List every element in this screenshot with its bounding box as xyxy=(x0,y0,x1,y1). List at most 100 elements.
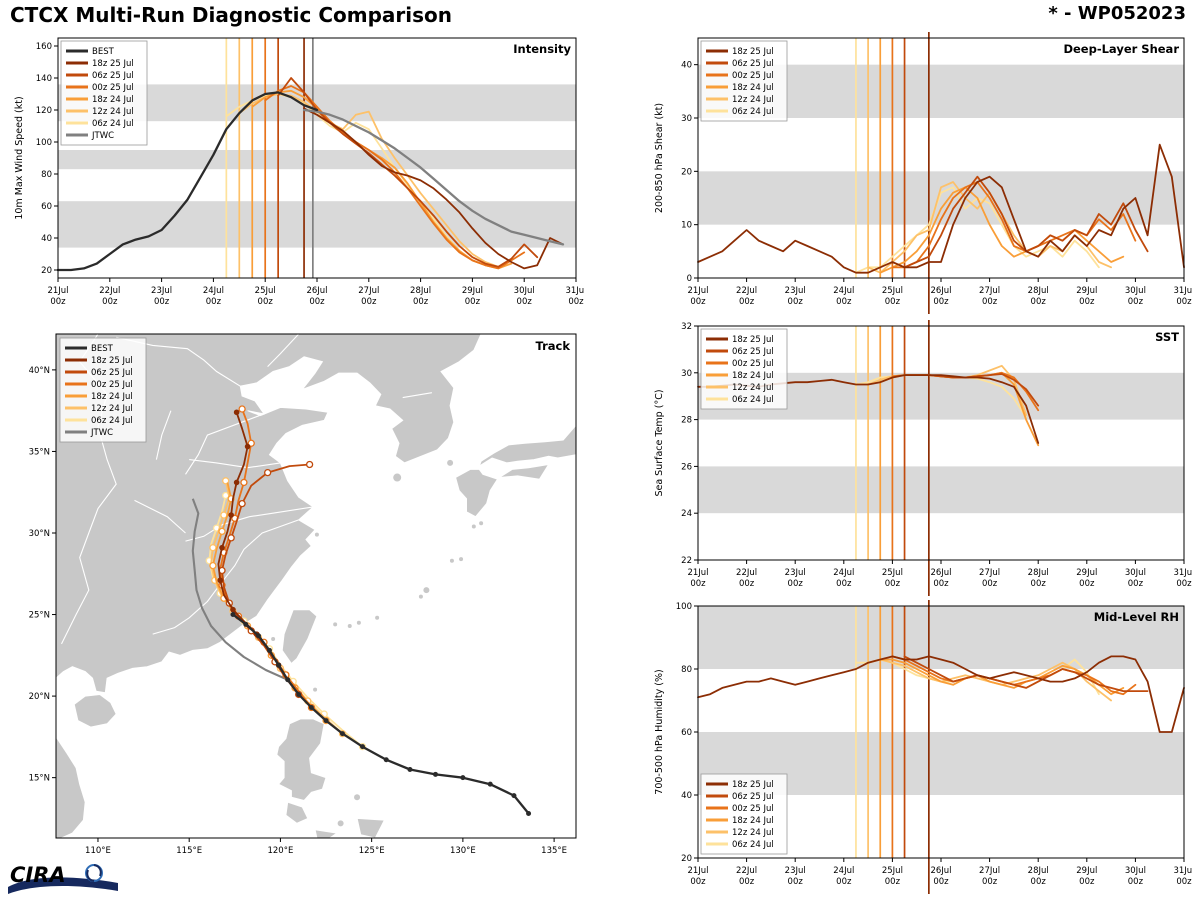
svg-text:115°E: 115°E xyxy=(176,846,202,856)
island xyxy=(314,532,319,537)
shear-panel: 0 10 20 30 40 21Jul 00z 22Jul 00z 23Jul 00z 24Jul 00… xyxy=(648,32,1195,314)
svg-text:18z 24 Jul: 18z 24 Jul xyxy=(91,392,133,402)
svg-text:21Jul: 21Jul xyxy=(687,568,708,578)
svg-text:06z 24 Jul: 06z 24 Jul xyxy=(91,416,133,426)
forecast-fix-marker xyxy=(219,544,225,551)
panel-title: Intensity xyxy=(513,42,571,56)
svg-text:30Jul: 30Jul xyxy=(1125,866,1146,876)
svg-text:31Jul: 31Jul xyxy=(1173,568,1192,578)
svg-text:29Jul: 29Jul xyxy=(462,286,483,296)
best-fix-marker xyxy=(323,718,329,724)
axes: 2040608010012014016021Jul00z22Jul00z23Ju… xyxy=(36,42,587,307)
svg-text:21Jul: 21Jul xyxy=(687,866,708,876)
panel-title: Track xyxy=(536,339,571,353)
y-axis-label: 200-850 hPa Shear (kt) xyxy=(654,103,665,213)
svg-text:26Jul: 26Jul xyxy=(930,866,951,876)
best-fix-marker xyxy=(360,744,366,750)
category-band xyxy=(698,466,1184,514)
forecast-fix-marker xyxy=(238,499,246,508)
svg-text:06z 25 Jul: 06z 25 Jul xyxy=(732,59,774,69)
svg-text:29Jul: 29Jul xyxy=(1076,286,1097,296)
svg-text:06z 24 Jul: 06z 24 Jul xyxy=(732,395,774,405)
logo-wave xyxy=(8,877,118,894)
track-JTWC xyxy=(191,498,289,681)
svg-text:18z 25 Jul: 18z 25 Jul xyxy=(92,59,134,69)
svg-text:20°N: 20°N xyxy=(29,692,50,702)
best-fix-marker xyxy=(407,766,413,772)
svg-text:00z: 00z xyxy=(690,877,706,887)
svg-text:24Jul: 24Jul xyxy=(833,286,854,296)
admin-border xyxy=(116,336,241,387)
legend: 18z 25 Jul 06z 25 Jul 00z 25 Jul 18z 24 Jul… xyxy=(700,328,788,410)
svg-text:00z: 00z xyxy=(361,297,377,307)
admin-border xyxy=(155,410,172,460)
best-fix-marker xyxy=(526,811,532,817)
svg-text:00z 25 Jul: 00z 25 Jul xyxy=(732,804,774,814)
svg-text:23Jul: 23Jul xyxy=(785,568,806,578)
track-BEST xyxy=(232,613,530,815)
landmass xyxy=(281,609,318,665)
forecast-fix-marker xyxy=(218,527,226,536)
svg-text:30Jul: 30Jul xyxy=(514,286,535,296)
svg-text:25Jul: 25Jul xyxy=(882,286,903,296)
legend: 18z 25 Jul 06z 25 Jul 00z 25 Jul 18z 24 Jul… xyxy=(700,773,788,855)
svg-text:80: 80 xyxy=(681,665,692,675)
sst-chart: 22242628303221Jul00z22Jul00z23Jul00z24Ju… xyxy=(654,320,1195,596)
island xyxy=(375,615,380,620)
landmass xyxy=(276,718,327,802)
svg-text:32: 32 xyxy=(681,322,692,332)
svg-text:25Jul: 25Jul xyxy=(882,568,903,578)
best-fix-marker xyxy=(230,612,236,618)
logo-text: CIRA xyxy=(10,863,66,887)
island xyxy=(459,557,464,562)
landmass xyxy=(314,829,339,838)
axes: 22242628303221Jul00z22Jul00z23Jul00z24Ju… xyxy=(681,322,1194,589)
svg-text:27Jul: 27Jul xyxy=(358,286,379,296)
island xyxy=(418,594,423,599)
svg-text:24: 24 xyxy=(681,509,692,519)
landmass xyxy=(356,817,386,838)
series-18z24 xyxy=(879,658,1125,696)
svg-text:120: 120 xyxy=(36,106,52,116)
landmass xyxy=(478,424,576,468)
best-fix-marker xyxy=(256,633,262,639)
rh-panel: 20 40 60 80 100 21Jul 00z 22Jul 00z 23Jul 00z 24Jul… xyxy=(648,600,1195,894)
forecast-fix-marker xyxy=(238,405,246,413)
intensity-chart: 2040608010012014016021Jul00z22Jul00z23Ju… xyxy=(14,37,587,307)
forecast-fix-marker xyxy=(227,534,235,542)
svg-text:00z: 00z xyxy=(933,877,949,887)
svg-text:31Jul: 31Jul xyxy=(565,286,584,296)
series-18z25 xyxy=(697,655,1185,733)
svg-text:00z: 00z xyxy=(517,297,533,307)
svg-text:00z: 00z xyxy=(568,297,584,307)
y-axis-label: 10m Max Wind Speed (kt) xyxy=(14,96,25,219)
admin-border xyxy=(189,459,281,469)
svg-text:24Jul: 24Jul xyxy=(833,866,854,876)
cira-logo: CIRA xyxy=(6,860,126,900)
svg-text:20: 20 xyxy=(681,854,692,864)
svg-text:40: 40 xyxy=(681,61,692,71)
svg-text:00z: 00z xyxy=(1031,297,1047,307)
forecast-fix-marker xyxy=(228,512,234,518)
svg-text:00z: 00z xyxy=(788,877,804,887)
svg-text:00z: 00z xyxy=(982,579,998,589)
svg-text:25°N: 25°N xyxy=(29,611,50,621)
best-fix-marker xyxy=(433,771,439,777)
track-map-panel: 110°E 115°E 120°E 125°E 130°E 135°E 15°N 20°N 25… xyxy=(8,328,584,866)
svg-text:160: 160 xyxy=(36,42,52,52)
best-fix-marker xyxy=(243,621,249,627)
panel-title: Mid-Level RH xyxy=(1094,610,1179,624)
svg-text:00z: 00z xyxy=(933,579,949,589)
svg-text:06z 25 Jul: 06z 25 Jul xyxy=(732,792,774,802)
y-axis-label: 700-500 hPa Humidity (%) xyxy=(654,669,665,794)
island xyxy=(271,637,276,642)
svg-text:00z 25 Jul: 00z 25 Jul xyxy=(91,380,133,390)
track-map: 110°E 115°E 120°E 125°E 130°E 135°E 15°N 20°N 25… xyxy=(29,333,577,856)
series-JTWC xyxy=(302,108,565,246)
island xyxy=(347,623,352,628)
forecast-fix-marker xyxy=(233,479,240,486)
sst-panel: 22 24 26 28 30 32 21Jul 00z 22Jul 00z 23Jul 00z 24Ju… xyxy=(648,320,1195,596)
svg-text:22Jul: 22Jul xyxy=(736,286,757,296)
svg-text:18z 24 Jul: 18z 24 Jul xyxy=(732,83,774,93)
series-18z25 xyxy=(697,143,1185,274)
